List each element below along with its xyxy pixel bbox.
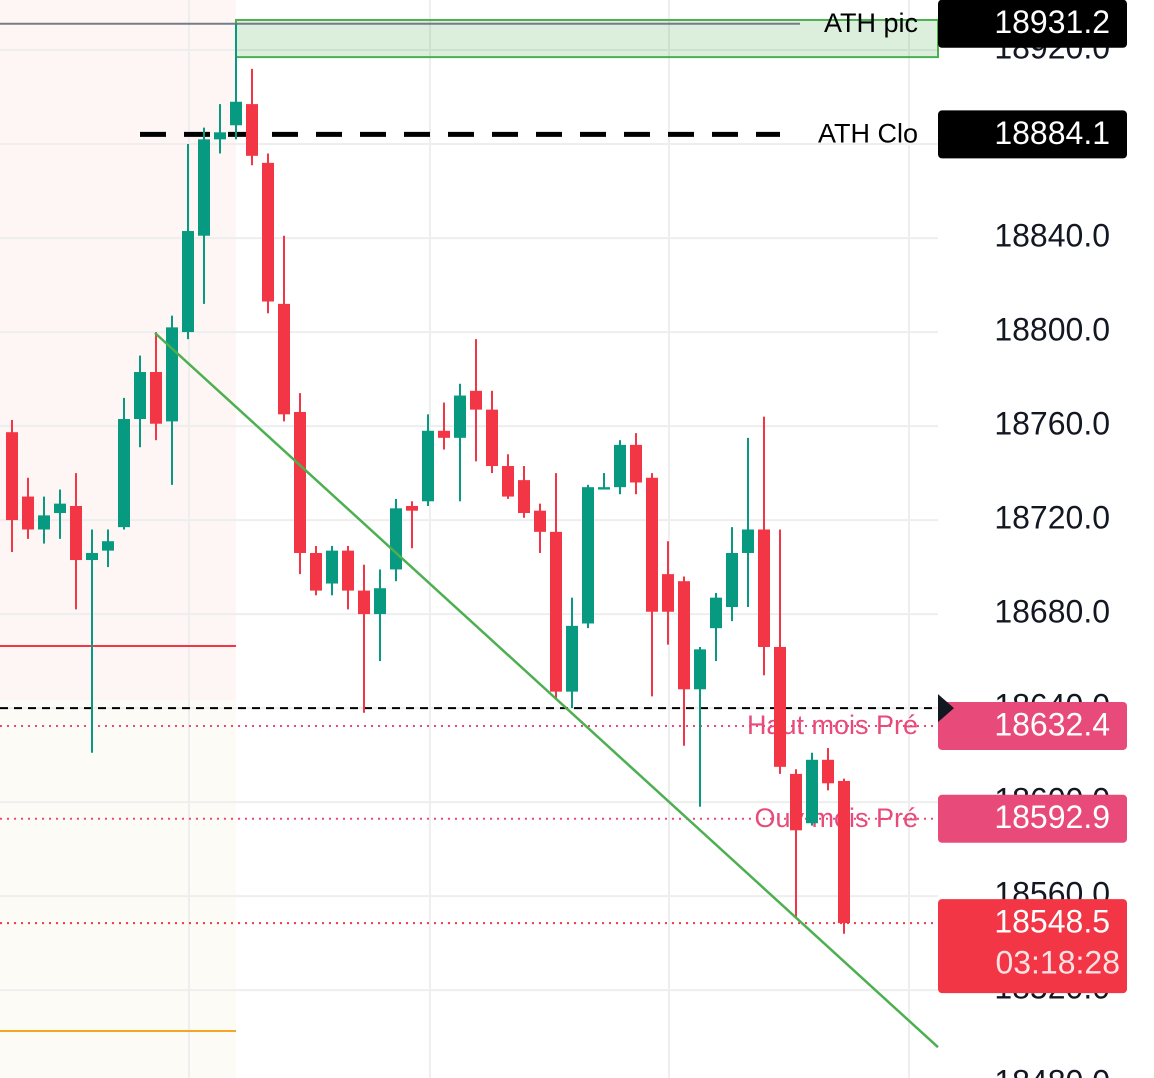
candle-body	[310, 552, 322, 591]
candle-body	[262, 162, 274, 302]
candle-body	[134, 372, 146, 420]
candle-body	[230, 101, 242, 126]
candle-body	[54, 503, 66, 514]
candle-body	[150, 372, 162, 424]
candle-body	[566, 625, 578, 692]
candle-body	[166, 327, 178, 422]
candle-body	[438, 430, 450, 438]
candle-body	[838, 780, 850, 924]
price-badge-label: 18884.1	[994, 115, 1110, 151]
cursor-marker	[938, 694, 954, 723]
candle-body	[22, 496, 34, 530]
candle-body	[742, 529, 754, 553]
candle-body	[790, 773, 802, 831]
candle-body	[214, 132, 226, 140]
candle-body	[694, 649, 706, 690]
price-badge	[938, 0, 1127, 48]
candle-body	[198, 139, 210, 236]
session-bg	[0, 700, 236, 1078]
y-tick-label: 18840.0	[994, 218, 1110, 254]
candle-body	[102, 541, 114, 551]
price-badge-label: 18548.5	[994, 904, 1110, 940]
price-badge	[938, 110, 1127, 159]
candle-body	[374, 588, 386, 615]
price-badge-label: 18632.4	[994, 706, 1110, 742]
countdown: 03:18:28	[995, 945, 1120, 981]
candle-body	[614, 444, 626, 488]
level-label: ATH Clo	[818, 119, 918, 149]
candle-body	[470, 390, 482, 410]
candle-body	[486, 409, 498, 467]
candle-body	[326, 550, 338, 584]
candle-body	[342, 550, 354, 591]
price-badge-label: 18592.9	[994, 799, 1110, 835]
candle-body	[390, 508, 402, 570]
candle-body	[678, 581, 690, 690]
v-grid	[188, 0, 910, 1078]
candle-body	[182, 231, 194, 333]
level-label: Ouv mois Pré	[754, 803, 918, 833]
y-tick-label: 18760.0	[994, 406, 1110, 442]
candle-body	[294, 411, 306, 553]
candle-body	[774, 646, 786, 767]
candle-body	[246, 104, 258, 156]
price-badge	[938, 794, 1127, 843]
candle-body	[6, 432, 18, 521]
candle-body	[662, 574, 674, 612]
candle-body	[38, 515, 50, 530]
candle-body	[118, 419, 130, 528]
candle-body	[518, 480, 530, 514]
candle-body	[630, 444, 642, 483]
candle-body	[406, 505, 418, 511]
y-tick-label: 18680.0	[994, 594, 1110, 630]
price-badge	[938, 899, 1127, 994]
candle-body	[358, 590, 370, 615]
y-tick-label: 18720.0	[994, 500, 1110, 536]
candle-body	[70, 505, 82, 561]
candle-body	[710, 597, 722, 629]
candle-body	[534, 510, 546, 532]
candle-body	[454, 395, 466, 438]
level-label: ATH pic	[824, 8, 918, 38]
y-tick-label: 18800.0	[994, 312, 1110, 348]
candle-body	[646, 477, 658, 612]
candle-body	[758, 529, 770, 647]
candle-body	[598, 487, 610, 490]
price-badge	[938, 701, 1127, 750]
price-badge-label: 18931.2	[994, 4, 1110, 40]
candle-body	[806, 759, 818, 824]
candle-body	[822, 759, 834, 784]
candle-body	[278, 303, 290, 415]
candle-body	[422, 430, 434, 502]
level-label: Haut mois Pré	[747, 710, 918, 740]
candle-body	[582, 487, 594, 624]
y-tick-label: 18480.0	[994, 1064, 1110, 1078]
candle-body	[502, 466, 514, 497]
candle-body	[550, 531, 562, 692]
session-bg	[0, 0, 236, 700]
candle-body	[726, 552, 738, 608]
trendline	[154, 332, 939, 1049]
candle-body	[86, 552, 98, 561]
